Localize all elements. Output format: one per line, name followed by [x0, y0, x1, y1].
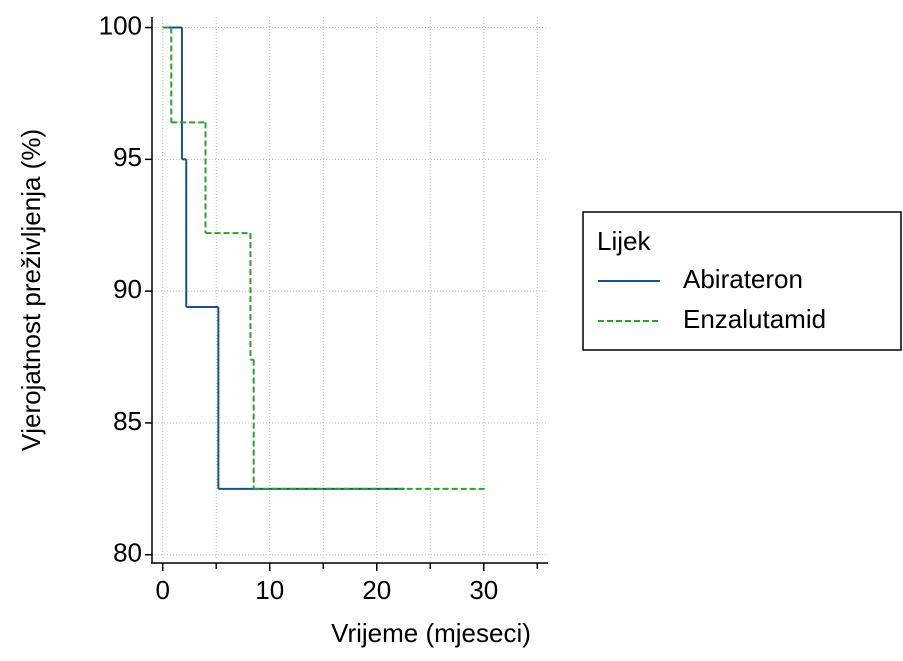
legend-label: Abirateron — [683, 264, 803, 294]
y-tick-label: 90 — [113, 274, 142, 304]
y-axis-title: Vjerojatnost preživljenja (%) — [16, 129, 46, 451]
legend-label: Enzalutamid — [683, 304, 826, 334]
x-tick-label: 0 — [155, 575, 169, 605]
x-axis-title: Vrijeme (mjeseci) — [331, 618, 531, 648]
x-tick-label: 20 — [362, 575, 391, 605]
legend-title: Lijek — [597, 226, 651, 256]
y-tick-label: 100 — [99, 10, 142, 40]
y-tick-label: 85 — [113, 406, 142, 436]
x-tick-label: 30 — [469, 575, 498, 605]
y-tick-label: 95 — [113, 142, 142, 172]
x-tick-label: 10 — [255, 575, 284, 605]
y-tick-label: 80 — [113, 538, 142, 568]
